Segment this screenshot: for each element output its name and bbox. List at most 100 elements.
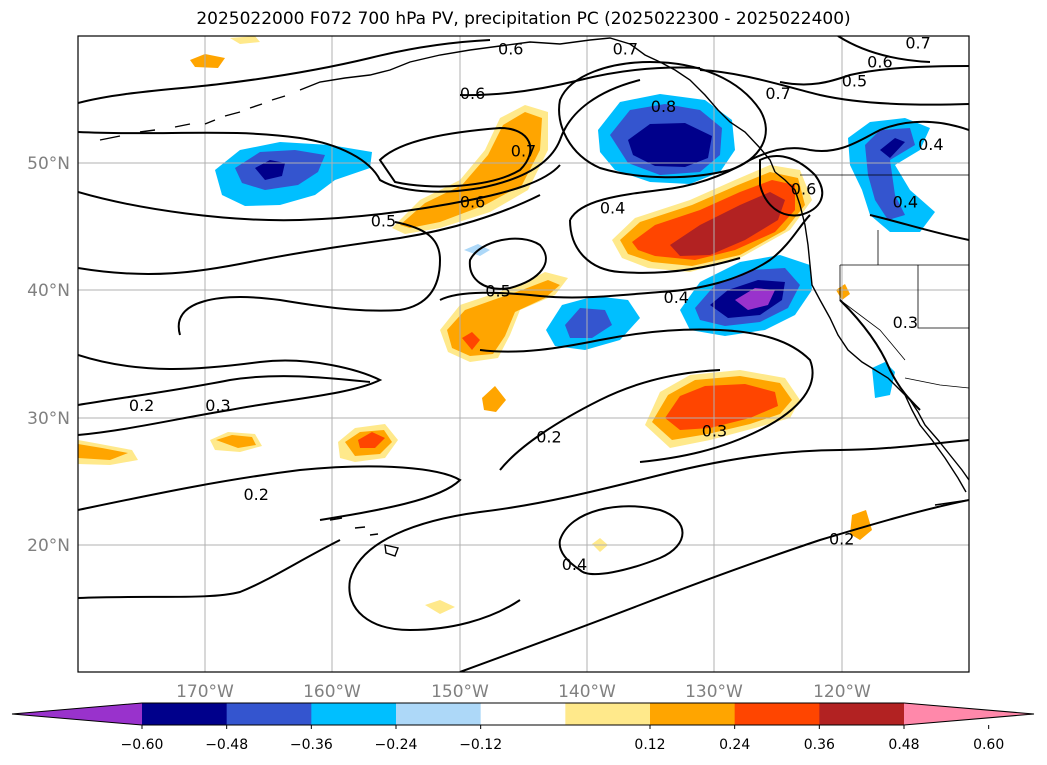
colorbar-extend-min <box>12 703 142 725</box>
lon-label-170w: 170°W <box>176 682 234 702</box>
colorbar-tick-label: 0.36 <box>804 737 835 753</box>
pv-contour-02-mid <box>499 369 721 471</box>
colorbar-tick-label: −0.12 <box>459 737 502 753</box>
lon-label-120w: 120°W <box>813 682 871 702</box>
pv-contour-04-central <box>78 194 541 276</box>
coastlines <box>99 37 969 557</box>
colorbar-segment <box>142 703 228 725</box>
gridlines <box>78 36 969 672</box>
lon-label-130w: 130°W <box>685 682 743 702</box>
contour-label: 0.7 <box>905 33 930 52</box>
colorbar-tick-label: 0.48 <box>888 737 919 753</box>
contour-label: 0.7 <box>765 84 790 103</box>
baja-coastline <box>904 394 967 493</box>
longitude-labels: 170°W 160°W 150°W 140°W 130°W 120°W <box>176 682 871 702</box>
pv-contour-06-coast <box>759 155 824 217</box>
contour-label: 0.2 <box>829 529 854 548</box>
contour-label: 0.4 <box>893 192 918 211</box>
hawaii-islands <box>329 517 399 557</box>
colorbar-segment <box>565 703 651 725</box>
pv-contour-04-loop <box>569 219 741 274</box>
alaska-coastline <box>299 37 776 173</box>
positive-precip-area-west-edge-core <box>78 444 128 460</box>
negative-precip-area-gulf-alaska-inner <box>628 123 712 167</box>
pv-contour-04-south-loop <box>558 505 684 576</box>
positive-precip-area-small-3 <box>190 54 225 68</box>
colorbar-tick-label: −0.24 <box>375 737 418 753</box>
contour-label: 0.5 <box>485 281 510 300</box>
colorbar-tick-label: −0.48 <box>205 737 248 753</box>
pv-contour-03-west <box>78 375 371 406</box>
pv-contour-04-east <box>869 214 969 241</box>
lat-label-40n: 40°N <box>27 281 70 301</box>
colorbar-tick-label: −0.60 <box>121 737 164 753</box>
precipitation-shading <box>78 36 935 614</box>
positive-precip-area-small-2 <box>482 386 506 412</box>
pv-contour-03-mid <box>479 328 814 463</box>
colorbar-segment <box>311 703 397 725</box>
pv-contour-05-east <box>779 65 969 86</box>
negative-precip-area-pnw-coast-core <box>865 128 915 220</box>
colorbar-tick-label: −0.36 <box>290 737 333 753</box>
positive-precip-area-mid-pacific-red <box>462 332 480 350</box>
contour-label: 0.8 <box>651 97 676 116</box>
contour-label: 0.3 <box>893 313 918 332</box>
negative-precip-area-pnw-coast-inner <box>880 138 905 158</box>
lon-label-150w: 150°W <box>431 682 489 702</box>
positive-precip-area-central-jet-core <box>400 112 542 228</box>
colorbar-segment <box>734 703 820 725</box>
pv-contour-02-north <box>78 354 383 436</box>
positive-precip-area-hawaii-north-red <box>358 432 385 448</box>
state-border-4 <box>917 265 969 329</box>
lat-label-50n: 50°N <box>27 154 70 174</box>
pv-contour-02-low <box>78 539 341 599</box>
pv-contour-02-south-east <box>459 499 969 672</box>
pv-contour-03-central <box>177 221 442 336</box>
state-border-2 <box>839 265 906 361</box>
contour-label: 0.6 <box>460 84 485 103</box>
contour-labels: 0.6 0.7 0.70.60.50.70.60.80.7 0.40.60.50.40… <box>129 33 944 574</box>
contour-label: 0.5 <box>842 72 867 91</box>
contour-label: 0.6 <box>498 40 523 59</box>
map-frame <box>77 35 970 673</box>
negative-precip-area-central-pacific-core <box>565 308 612 338</box>
positive-precip-area-small-5 <box>850 510 872 540</box>
contour-label: 0.3 <box>205 396 230 415</box>
political-borders <box>800 174 969 389</box>
pv-contour-04-mid <box>439 214 811 301</box>
contour-label: 0.7 <box>613 40 638 59</box>
colorbar-tick-label: 0.24 <box>719 737 750 753</box>
positive-precip-area-small-1-core <box>216 435 256 448</box>
colorbar: −0.60 −0.48 −0.36 −0.24 −0.12 0.12 0.24 0.36 0.4… <box>11 702 1035 753</box>
positive-precip-area-small-4 <box>230 36 260 44</box>
colorbar-tick-label: 0.12 <box>634 737 665 753</box>
chart-title: 2025022000 F072 700 hPa PV, precipitatio… <box>196 9 851 29</box>
negative-precip-area-aleutian-inner <box>255 160 285 180</box>
lon-label-160w: 160°W <box>303 682 361 702</box>
colorbar-segment <box>650 703 736 725</box>
contour-label: 0.4 <box>664 288 689 307</box>
north-american-coastline <box>774 171 969 481</box>
pv-contour-outer-north <box>78 39 491 104</box>
pv-contour-06-top <box>459 66 701 97</box>
pv-contour-07-east <box>699 69 969 106</box>
pv-contour-06-east <box>837 36 931 63</box>
aleutian-islands <box>99 95 286 141</box>
colorbar-extend-max <box>904 703 1034 725</box>
pv-contour-04-pnw <box>569 120 969 221</box>
colorbar-segment <box>819 703 905 725</box>
negative-precip-area-small-2 <box>872 362 895 398</box>
pv-contour-07-loop <box>378 126 532 188</box>
contour-label: 0.4 <box>600 199 625 218</box>
contour-label: 0.2 <box>536 428 561 447</box>
colorbar-tick-label: 0.60 <box>973 737 1004 753</box>
contour-label: 0.7 <box>511 141 536 160</box>
pv-contour-08-loop <box>558 60 767 179</box>
pv-contour-06 <box>78 79 641 193</box>
latitude-labels: 20°N 30°N 40°N 50°N <box>27 154 70 556</box>
contour-label: 0.2 <box>129 396 154 415</box>
positive-precip-area-small-8 <box>836 284 850 300</box>
contour-label: 0.6 <box>460 192 485 211</box>
positive-precip-area-offshore-pnw-max <box>670 192 785 256</box>
